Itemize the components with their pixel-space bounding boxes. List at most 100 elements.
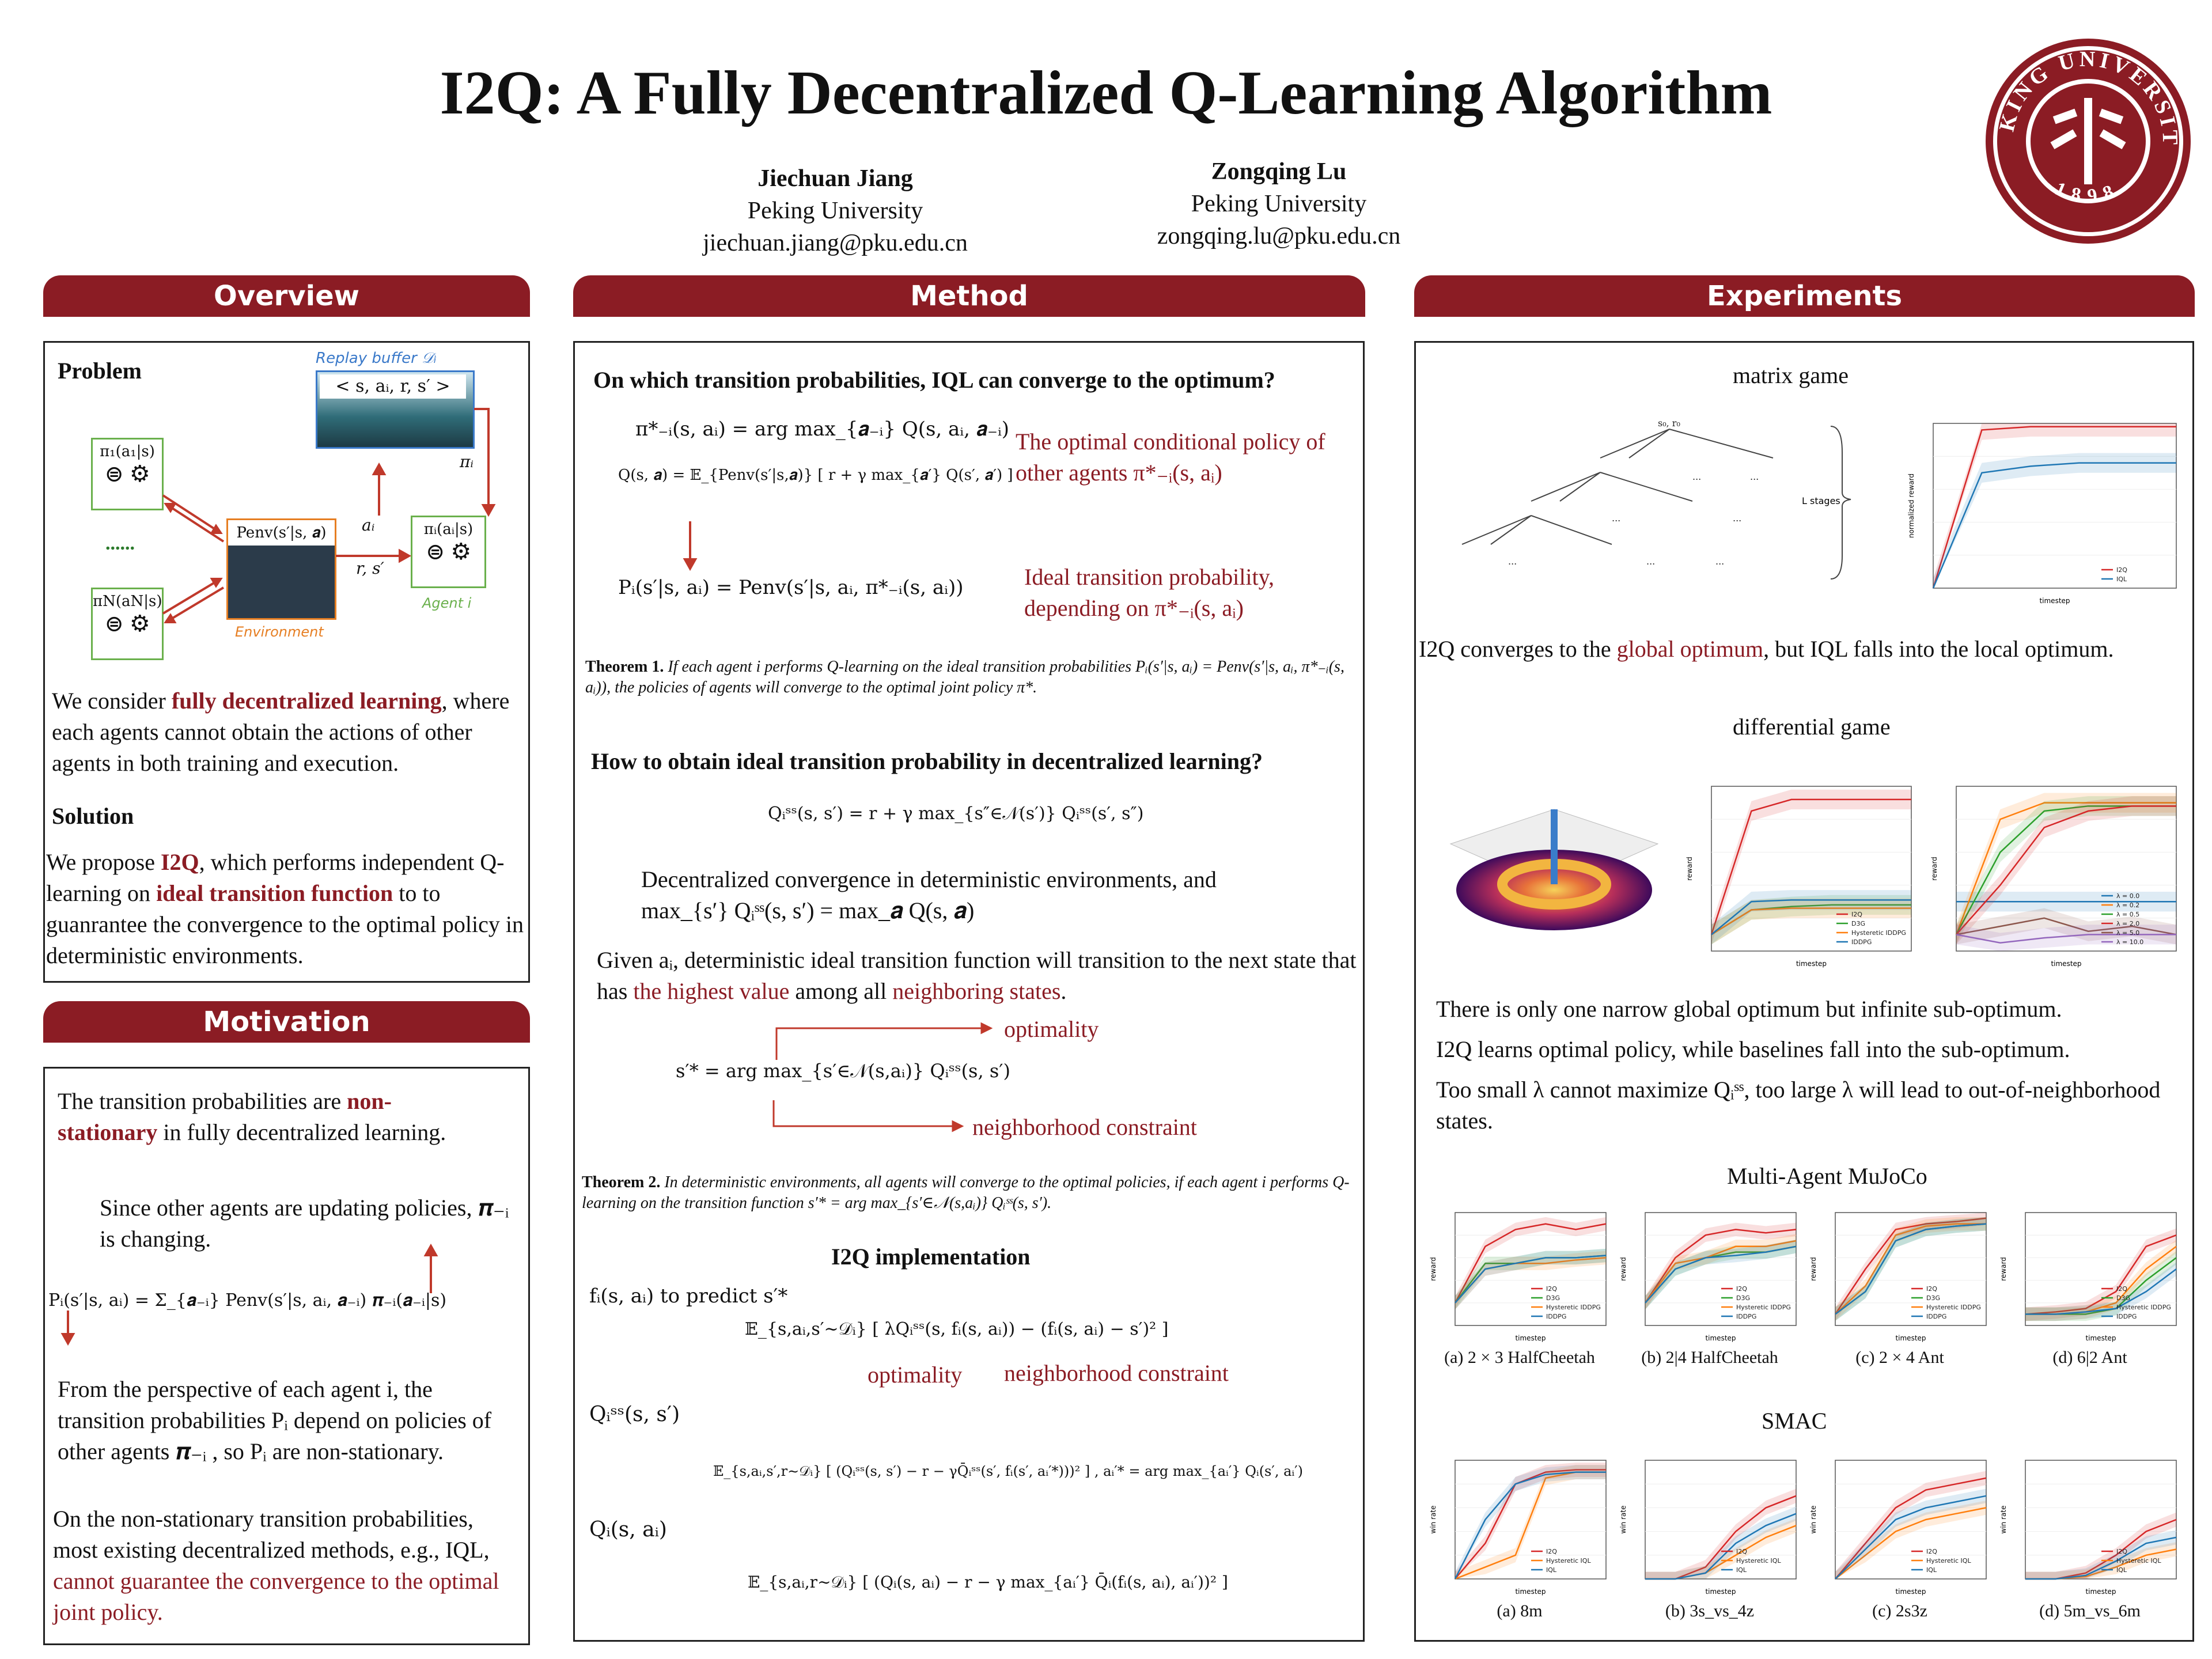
tree-dots: ... [1692, 471, 1701, 482]
legend-label: I2Q [1546, 1285, 1557, 1293]
experiments-panel: matrix game s₀, r₀ ... ... ... ... ... .… [1414, 341, 2194, 1642]
author-email: jiechuan.jiang@pku.edu.cn [703, 230, 968, 256]
ellipsis: ...... [105, 533, 135, 554]
y-axis-label: normalized reward [1907, 474, 1915, 538]
smac-caption: (c) 2s3z [1872, 1601, 1927, 1620]
legend-label: IQL [1736, 1566, 1747, 1574]
env-transition: Penv(s′|s, 𝒂) [228, 520, 335, 546]
y-axis-label: reward [1619, 1257, 1627, 1281]
legend-label: λ = 0.0 [2116, 892, 2139, 900]
author-affiliation: Peking University [747, 198, 923, 224]
motivation-paragraph-1: The transition probabilities are non-sta… [58, 1088, 446, 1145]
y-axis-label: win rate [1809, 1506, 1817, 1534]
legend-label: IDDPG [1546, 1313, 1566, 1320]
x-axis-label: timestep [1895, 1588, 1926, 1596]
method-panel: On which transition probabilities, IQL c… [573, 341, 1365, 1642]
legend-label: λ = 5.0 [2116, 929, 2139, 937]
author-1: Jiechuan Jiang Peking University jiechua… [680, 162, 991, 259]
plot-area [1711, 786, 1912, 952]
x-axis-label: timestep [2051, 960, 2081, 968]
question-1: On which transition probabilities, IQL c… [593, 367, 1275, 393]
mujoco-caption: (a) 2 × 3 HalfCheetah [1444, 1348, 1595, 1367]
series-band [1956, 796, 2176, 945]
tree-dots: ... [1733, 513, 1741, 524]
neighborhood-label-2: neighborhood constraint [1004, 1360, 1229, 1386]
replay-buffer: < s, aᵢ, r, s′ > [316, 370, 475, 449]
qi-loss: 𝔼_{s,aᵢ,r∼𝒟ᵢ} [ (Qᵢ(s, aᵢ) − r − γ max_{… [748, 1573, 1228, 1592]
qss-equation: Qᵢˢˢ(s, s′) = r + γ max_{s″∈𝒩(s′)} Qᵢˢˢ(… [768, 804, 1144, 824]
x-axis-label: timestep [2085, 1588, 2116, 1596]
neighborhood-label: neighborhood constraint [972, 1114, 1197, 1140]
plot-area [2025, 1212, 2177, 1326]
mujoco-caption: (c) 2 × 4 Ant [1855, 1348, 1944, 1367]
tree-dots: ... [1646, 556, 1655, 567]
series-band [1455, 1465, 1606, 1579]
series-line [2025, 1536, 2177, 1580]
series-band [2025, 1542, 2176, 1579]
smac-title: SMAC [1762, 1408, 1827, 1434]
legend-label: Hysteretic IDDPG [1851, 929, 1906, 937]
legend-label: Hysteretic IDDPG [1926, 1304, 1981, 1311]
mujoco-caption: (b) 2|4 HalfCheetah [1641, 1348, 1778, 1367]
smac-caption: (b) 3s_vs_4z [1665, 1601, 1755, 1620]
tree-dots: ... [1715, 556, 1724, 567]
series-line [1834, 1217, 1987, 1315]
plot-area [1956, 786, 2177, 952]
game-tree: s₀, r₀ ... ... ... ... ... ... ... L sta… [1461, 418, 1851, 579]
x-axis-label: timestep [1705, 1588, 1736, 1596]
environment-box: Penv(s′|s, 𝒂) [226, 518, 336, 620]
qi-heading: Qᵢ(s, aᵢ) [589, 1518, 667, 1541]
reward-surface-plot [1439, 775, 1669, 959]
theorem-1: Theorem 1. If each agent i performs Q-le… [585, 658, 1344, 696]
series-band [1835, 1217, 1986, 1321]
tree-root: s₀, r₀ [1658, 418, 1680, 429]
series-line [1454, 1223, 1607, 1304]
l-stages-label: L stages [1802, 495, 1840, 506]
agent-i-policy: πᵢ(aᵢ|s) [423, 521, 474, 538]
legend-label: D3G [1736, 1294, 1750, 1302]
implementation-heading: I2Q implementation [831, 1244, 1031, 1270]
series-band [1645, 1506, 1796, 1579]
legend-label: Hysteretic IQL [1736, 1557, 1781, 1565]
plot-area [2025, 1460, 2177, 1580]
series-band [1835, 1217, 1986, 1321]
differential-chart-methods: I2Q D3G Hysteretic IDDPG IDDPG timestep rewar… [1684, 781, 1917, 971]
tree-dots: ... [1750, 471, 1759, 482]
method-header: Method [573, 275, 1365, 317]
series-line [1710, 798, 1911, 935]
differential-text-1: There is only one narrow global optimum … [1436, 996, 2062, 1022]
series-band [2025, 1512, 2176, 1579]
agent-n-policy: πN(aN|s) [93, 593, 162, 610]
legend-label: Hysteretic IDDPG [2116, 1304, 2171, 1311]
legend-label: IQL [1546, 1566, 1557, 1574]
series-band [1933, 453, 2176, 588]
overview-paragraph-1: We consider fully decentralized learning… [52, 688, 510, 776]
legend-label: λ = 0.2 [2116, 902, 2139, 909]
differential-text-3: Too small λ cannot maximize Qᵢˢˢ, too la… [1436, 1077, 2161, 1134]
steering-wheel-icon: ⊜ ⚙ [104, 611, 150, 637]
author-affiliation: Peking University [1191, 191, 1367, 217]
series-band [1455, 1463, 1606, 1579]
series-line [1644, 1229, 1797, 1304]
author-name: Jiechuan Jiang [757, 165, 913, 192]
legend-label: IDDPG [1851, 938, 1872, 946]
series-line [1454, 1471, 1606, 1580]
arrow-label-policy: πᵢ [460, 452, 474, 471]
series-band [1956, 908, 2176, 945]
y-axis-label: win rate [1429, 1506, 1437, 1534]
overview-paragraph-2: We propose I2Q, which performs independe… [46, 849, 524, 968]
series-line [1956, 917, 2177, 935]
legend-label: I2Q [2116, 1285, 2127, 1293]
matrix-game-title: matrix game [1733, 362, 1849, 388]
legend-label: I2Q [1926, 1285, 1937, 1293]
agent-n-box: πN(aN|s) ⊜ ⚙ [91, 588, 164, 660]
y-axis-label: win rate [1619, 1506, 1627, 1534]
question-2: How to obtain ideal transition probabili… [591, 748, 1263, 774]
series-band [1835, 1501, 1986, 1579]
series-line [1956, 934, 2176, 944]
